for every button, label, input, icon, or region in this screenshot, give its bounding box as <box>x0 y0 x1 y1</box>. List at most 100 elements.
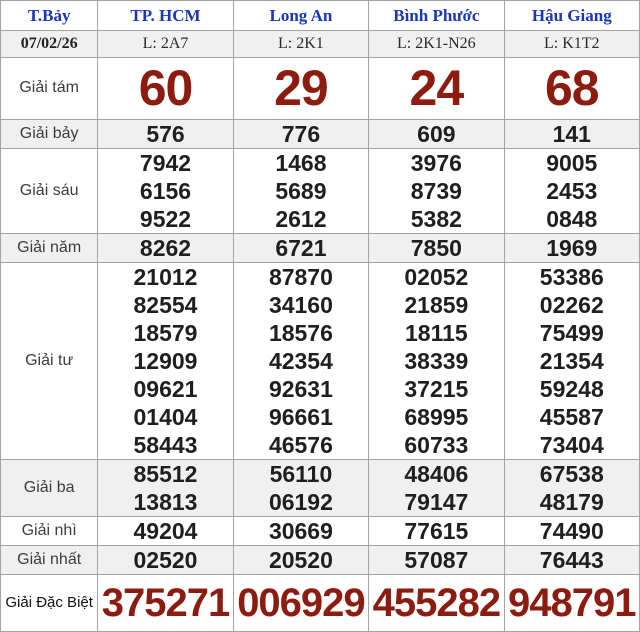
prize-row-label: Giải ba <box>0 459 99 517</box>
prize-number: 76443 <box>539 547 604 573</box>
prize-value-cell: 02520 <box>97 545 234 575</box>
special-prize-cell: 375271 <box>97 574 234 632</box>
prize-number: 92631 <box>268 376 333 402</box>
prize-number: 5382 <box>410 206 462 232</box>
prize-value-cell: 87870 34160 18576 42354 92631 96661 46576 <box>232 262 370 460</box>
header-station-cell[interactable]: TP. HCM <box>97 0 234 31</box>
table-header: T.Bảy TP. HCM Long An Bình Phước Hậu Giang <box>0 0 640 31</box>
prize-row: Giải nhất 02520 20520 57087 76443 <box>0 545 640 575</box>
prize-value-cell: 77615 <box>368 516 505 546</box>
prize-value-cell: 8262 <box>97 233 234 263</box>
prize-number: 2453 <box>546 178 598 204</box>
station-code-cell: L: 2K1-N26 <box>368 30 505 58</box>
prize-number: 87870 <box>268 264 333 290</box>
prize-row: Giải tư 21012 82554 18579 12909 09621 01404 584… <box>0 262 640 460</box>
prize-row: Giải ba 85512 13813 56110 06192 48406 79147 675… <box>0 459 640 517</box>
prize-row-label: Giải Đặc Biệt <box>0 574 99 632</box>
prize-value-cell: 30669 <box>232 516 370 546</box>
prize-number: 46576 <box>268 432 333 458</box>
prize-number: 85512 <box>133 461 198 487</box>
prize-number: 30669 <box>268 518 333 544</box>
prize-number: 60733 <box>404 432 469 458</box>
prize-number: 34160 <box>268 292 333 318</box>
prize-row: Giải năm 8262 6721 7850 1969 <box>0 233 640 263</box>
prize-number: 7942 <box>139 150 192 176</box>
prize-number: 12909 <box>133 348 198 374</box>
prize-row-label: Giải tám <box>0 57 99 120</box>
prize-value-cell: 7850 <box>368 233 505 263</box>
draw-date-cell: 07/02/26 <box>0 30 99 58</box>
special-prize-cell: 006929 <box>232 574 370 632</box>
prize-number: 21354 <box>539 348 604 374</box>
prize-number: 01404 <box>133 404 198 430</box>
prize-number: 21012 <box>133 264 198 290</box>
prize-number: 9005 <box>546 150 598 176</box>
prize-row: Giải tám 60 29 24 68 <box>0 57 640 120</box>
prize-number: 375271 <box>101 581 230 625</box>
prize-value-cell: 1468 5689 2612 <box>232 148 370 234</box>
prize-number: 42354 <box>268 348 333 374</box>
prize-number: 58443 <box>133 432 198 458</box>
prize-number: 77615 <box>404 518 469 544</box>
prize-number: 5689 <box>275 178 327 204</box>
prize-number: 57087 <box>404 547 469 573</box>
prize-value-cell: 576 <box>97 119 234 149</box>
prize-number: 2612 <box>275 206 327 232</box>
prize-value-cell: 609 <box>368 119 505 149</box>
prize-row: Giải sáu 7942 6156 9522 1468 5689 2612 3976 8739… <box>0 148 640 234</box>
prize-value-cell: 9005 2453 0848 <box>503 148 640 234</box>
header-station-cell[interactable]: Bình Phước <box>368 0 505 31</box>
prize-number: 48406 <box>404 461 469 487</box>
prize-number: 02052 <box>404 264 469 290</box>
prize-number: 0848 <box>546 206 598 232</box>
prize-number: 948791 <box>508 581 636 625</box>
prize-number: 56110 <box>269 461 333 487</box>
prize-row-label: Giải nhất <box>0 545 99 575</box>
table-body: 07/02/26 L: 2A7 L: 2K1 L: 2K1-N26 L: K1T2 G… <box>0 30 640 632</box>
prize-number: 73404 <box>539 432 604 458</box>
header-station-cell[interactable]: Hậu Giang <box>503 0 640 31</box>
prize-value-cell: 67538 48179 <box>503 459 640 517</box>
prize-value-cell: 776 <box>232 119 370 149</box>
special-prize-cell: 948791 <box>503 574 640 632</box>
prize-row-label: Giải bảy <box>0 119 99 149</box>
prize-number: 74490 <box>539 518 604 544</box>
prize-number: 20520 <box>268 547 333 573</box>
prize-number: 7850 <box>410 235 462 261</box>
prize-number: 1969 <box>546 235 598 261</box>
prize-number: 8739 <box>410 178 462 204</box>
prize-row: Giải nhì 49204 30669 77615 74490 <box>0 516 640 546</box>
prize-number: 3976 <box>410 150 462 176</box>
prize-number: 53386 <box>539 264 604 290</box>
prize-number: 48179 <box>539 489 604 515</box>
prize-number: 68995 <box>404 404 469 430</box>
prize-number: 75499 <box>539 320 604 346</box>
prize-number: 59248 <box>539 376 604 402</box>
prize-value-cell: 48406 79147 <box>368 459 505 517</box>
prize-value-cell: 3976 8739 5382 <box>368 148 505 234</box>
prize-value-cell: 74490 <box>503 516 640 546</box>
prize-number: 09621 <box>133 376 198 402</box>
prize-value-cell: 1969 <box>503 233 640 263</box>
header-station-cell[interactable]: Long An <box>232 0 370 31</box>
prize-number: 68 <box>544 60 600 116</box>
prize-value-cell: 57087 <box>368 545 505 575</box>
special-prize-cell: 455282 <box>368 574 505 632</box>
prize-row-label: Giải năm <box>0 233 99 263</box>
big-prize-cell: 68 <box>503 57 640 120</box>
big-prize-cell: 29 <box>232 57 370 120</box>
big-prize-cell: 24 <box>368 57 505 120</box>
prize-number: 49204 <box>133 518 198 544</box>
prize-number: 21859 <box>404 292 469 318</box>
prize-value-cell: 76443 <box>503 545 640 575</box>
station-code-cell: L: K1T2 <box>503 30 640 58</box>
prize-number: 455282 <box>372 581 501 625</box>
prize-value-cell: 56110 06192 <box>232 459 370 517</box>
header-day-cell: T.Bảy <box>0 0 99 31</box>
prize-value-cell: 6721 <box>232 233 370 263</box>
station-code-cell: L: 2A7 <box>97 30 234 58</box>
prize-number: 06192 <box>268 489 333 515</box>
prize-number: 18115 <box>405 320 468 346</box>
prize-value-cell: 02052 21859 18115 38339 37215 68995 60733 <box>368 262 505 460</box>
